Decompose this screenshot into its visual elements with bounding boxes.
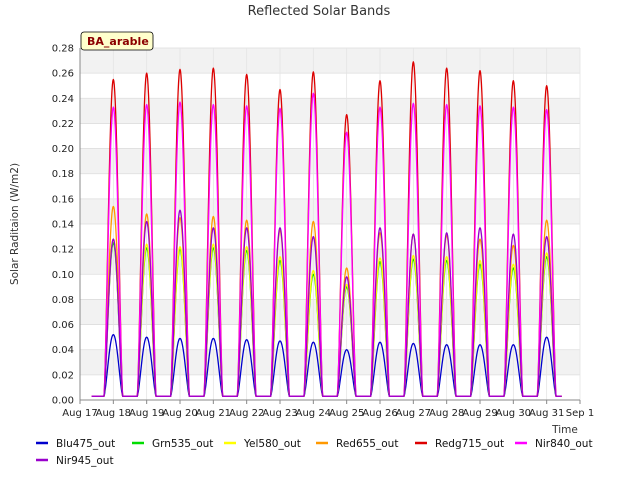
plot-band [80, 274, 580, 300]
legend-item-Redg715_out: Redg715_out [415, 438, 504, 450]
x-tick-label: Aug 23 [262, 408, 297, 419]
x-tick-label: Aug 29 [462, 408, 497, 419]
y-tick-label: 0.12 [52, 245, 74, 256]
x-tick-label: Aug 28 [429, 408, 464, 419]
y-tick-labels: 0.00 0.02 0.04 0.06 0.08 0.10 0.12 0.14 0.16 0.18… [52, 44, 74, 407]
y-tick-label: 0.24 [52, 94, 74, 105]
legend-item-Nir945_out: Nir945_out [36, 455, 114, 467]
legend-label: Nir945_out [56, 455, 114, 467]
site-badge-box [80, 31, 154, 51]
y-tick-label: 0.28 [52, 44, 74, 55]
y-tick-label: 0.18 [52, 169, 74, 180]
legend-label: Redg715_out [435, 438, 504, 450]
x-tick-label: Aug 26 [362, 408, 397, 419]
legend-item-Nir840_out: Nir840_out [515, 438, 593, 450]
plot-band [80, 173, 580, 199]
plot-background [80, 48, 580, 400]
x-tick-label: Aug 27 [396, 408, 431, 419]
plot-band [80, 98, 580, 124]
legend-label: Grn535_out [152, 438, 213, 450]
x-tick-label: Aug 21 [196, 408, 231, 419]
legend-item-Grn535_out: Grn535_out [132, 438, 213, 450]
x-tick-label: Aug 18 [96, 408, 131, 419]
y-tick-label: 0.26 [52, 69, 74, 80]
x-tick-label: Aug 24 [296, 408, 331, 419]
legend-item-Blu475_out: Blu475_out [36, 438, 115, 450]
y-tick-label: 0.20 [52, 144, 74, 155]
legend: Blu475_out Grn535_out Yel580_out Red655_out… [36, 438, 593, 467]
x-tick-label: Aug 30 [496, 408, 531, 419]
plot-band [80, 324, 580, 350]
plot-band [80, 249, 580, 275]
y-axis-label: Solar Raditaion (W/m2) [9, 163, 21, 285]
legend-label: Blu475_out [56, 438, 115, 450]
legend-item-Red655_out: Red655_out [316, 438, 398, 450]
chart-title: Reflected Solar Bands [248, 4, 391, 19]
x-axis-label: Time [551, 424, 578, 436]
y-tick-label: 0.08 [52, 295, 74, 306]
y-tick-label: 0.06 [52, 320, 74, 331]
axes [79, 48, 580, 401]
y-tick-label: 0.10 [52, 270, 74, 281]
series-lines [91, 61, 562, 397]
x-tick-label: Aug 20 [162, 408, 197, 419]
x-tick-label: Aug 22 [229, 408, 264, 419]
plot-band [80, 73, 580, 99]
legend-label: Nir840_out [535, 438, 593, 450]
series-line-Nir945_out [91, 209, 562, 397]
x-tick-label: Aug 19 [129, 408, 164, 419]
y-tick-label: 0.22 [52, 119, 74, 130]
plot-band [80, 198, 580, 224]
legend-item-Yel580_out: Yel580_out [224, 438, 301, 450]
x-tick-label: Aug 31 [529, 408, 564, 419]
plot-band [80, 299, 580, 325]
y-tick-label: 0.14 [52, 220, 74, 231]
site-badge: BA_arable [80, 31, 154, 51]
plot-band [80, 349, 580, 375]
y-tick-label: 0.04 [52, 345, 74, 356]
plot-band [80, 123, 580, 149]
x-tick-label: Aug 25 [329, 408, 364, 419]
x-tick-label: Sep 1 [566, 408, 594, 419]
y-tick-label: 0.00 [52, 396, 74, 407]
legend-label: Yel580_out [243, 438, 301, 450]
site-badge-label: BA_arable [87, 35, 149, 48]
y-tick-label: 0.02 [52, 370, 74, 381]
y-tick-label: 0.16 [52, 194, 74, 205]
plot-band [80, 224, 580, 250]
legend-label: Red655_out [336, 438, 398, 450]
x-tick-label: Aug 17 [62, 408, 97, 419]
plot-band [80, 48, 580, 74]
plot-band [80, 148, 580, 174]
